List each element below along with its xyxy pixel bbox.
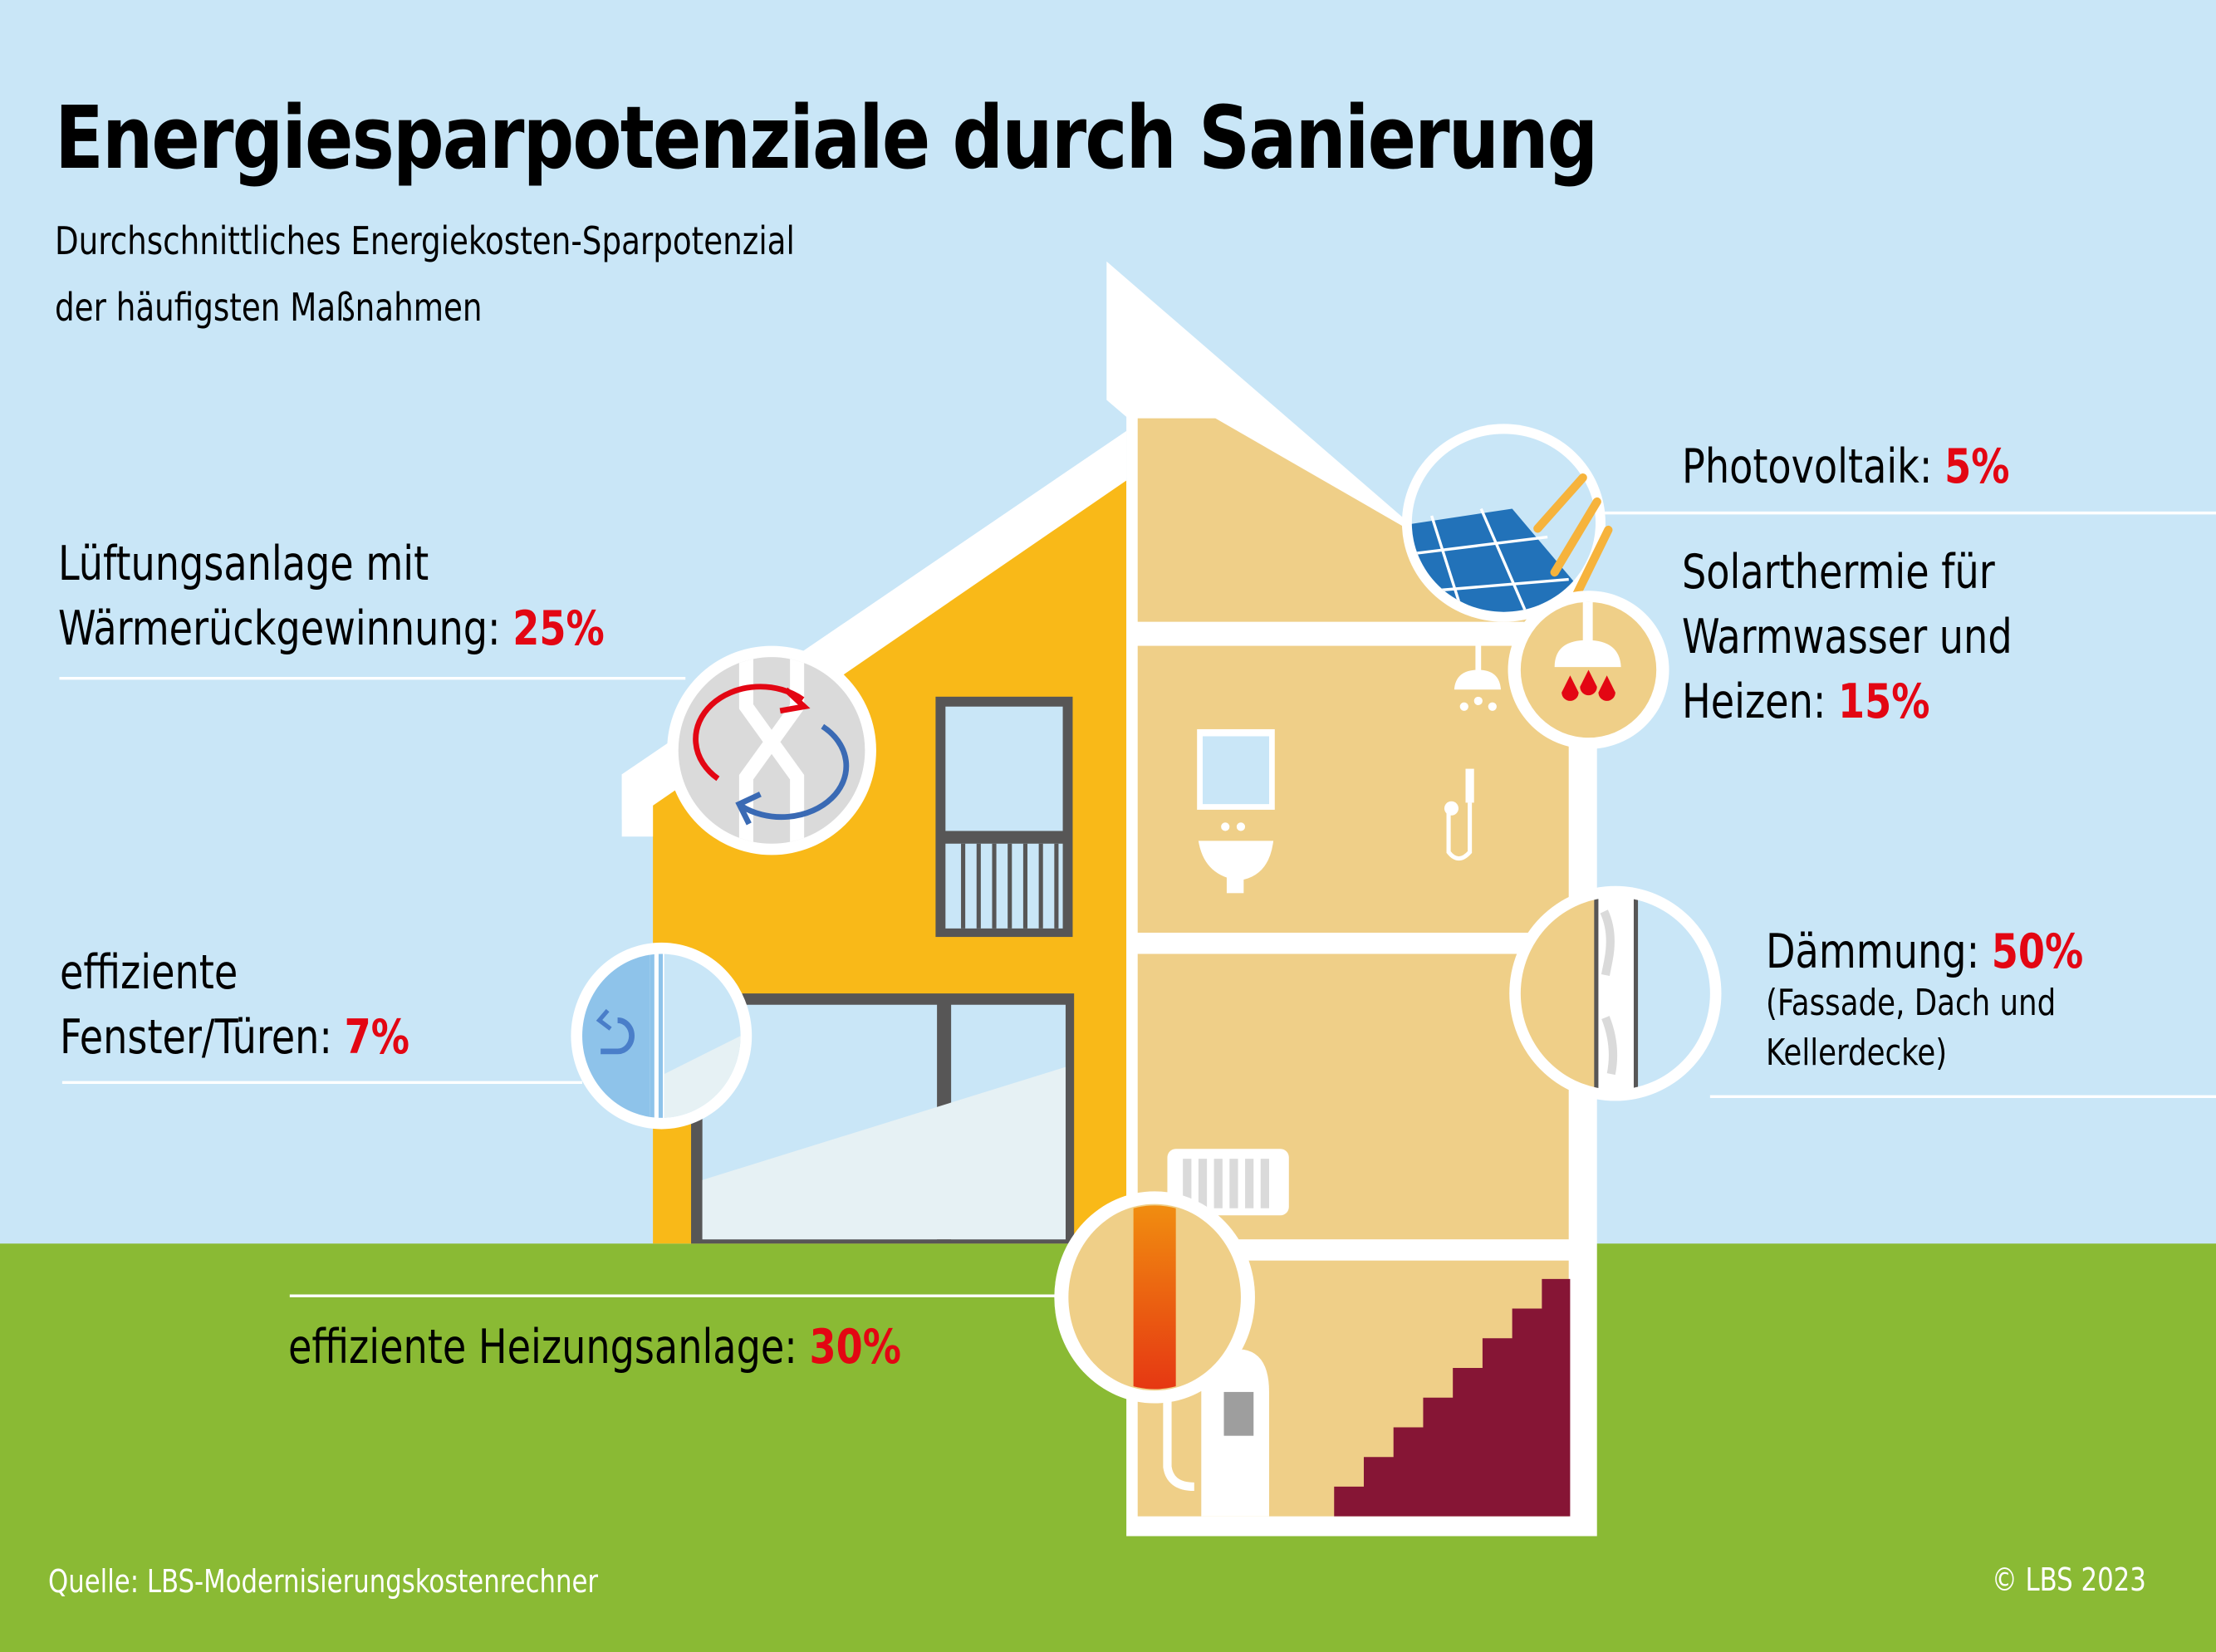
label-photovoltaik: Photovoltaik: 5% — [1682, 434, 2009, 499]
heat-recovery-ventilation-icon — [667, 645, 876, 855]
value-photovoltaik: 5% — [1944, 439, 2010, 494]
subtitle-line-2: der häufigsten Maßnahmen — [55, 285, 483, 330]
label-solarthermie: Solarthermie für Warmwasser und Heizen: … — [1682, 540, 2013, 734]
label-photovoltaik-text: Photovoltaik: — [1682, 439, 1933, 494]
copyright: © LBS 2023 — [1992, 1561, 2146, 1598]
label-heizung-text: effiziente Heizungsanlage: — [288, 1320, 797, 1375]
shower-hot-water-icon — [1508, 591, 1669, 749]
value-lueftung: 25% — [512, 601, 605, 656]
solar-panel-icon — [1401, 424, 1613, 622]
label-solarthermie-line2: Warmwasser und — [1682, 610, 2013, 664]
source-note: Quelle: LBS-Modernisierungskostenrechner — [48, 1563, 599, 1600]
label-heizung: effiziente Heizungsanlage: 30% — [288, 1315, 901, 1380]
insulation-wall-icon — [1509, 885, 1722, 1101]
label-daemmung: Dämmung: 50% — [1766, 919, 2083, 984]
value-heizung: 30% — [809, 1320, 901, 1375]
value-fenster: 7% — [344, 1010, 409, 1065]
heating-pipe-icon — [1054, 1191, 1255, 1404]
value-daemmung: 50% — [1991, 924, 2084, 979]
label-fenster-line2: Fenster/Türen: — [60, 1010, 332, 1065]
label-lueftung: Lüftungsanlage mit Wärmerückgewinnung: 2… — [58, 532, 605, 661]
page-title: Energiesparpotenziale durch Sanierung — [55, 87, 1598, 189]
label-fenster-line1: effiziente — [60, 945, 238, 1000]
label-lueftung-line2: Wärmerückgewinnung: — [58, 601, 501, 656]
label-daemmung-note2: Kellerdecke) — [1766, 1032, 1948, 1074]
label-daemmung-text: Dämmung: — [1766, 924, 1980, 979]
label-fenster: effiziente Fenster/Türen: 7% — [60, 940, 409, 1070]
label-solarthermie-line1: Solarthermie für — [1682, 545, 1995, 600]
label-daemmung-note: (Fassade, Dach und Kellerdecke) — [1766, 978, 2056, 1078]
label-lueftung-line1: Lüftungsanlage mit — [58, 537, 429, 591]
label-solarthermie-line3: Heizen: — [1682, 674, 1826, 729]
subtitle: Durchschnittliches Energiekosten-Sparpot… — [55, 208, 795, 341]
value-solarthermie: 15% — [1838, 674, 1930, 729]
window-icon — [571, 942, 753, 1130]
subtitle-line-1: Durchschnittliches Energiekosten-Sparpot… — [55, 218, 795, 263]
label-daemmung-note1: (Fassade, Dach und — [1766, 982, 2057, 1024]
